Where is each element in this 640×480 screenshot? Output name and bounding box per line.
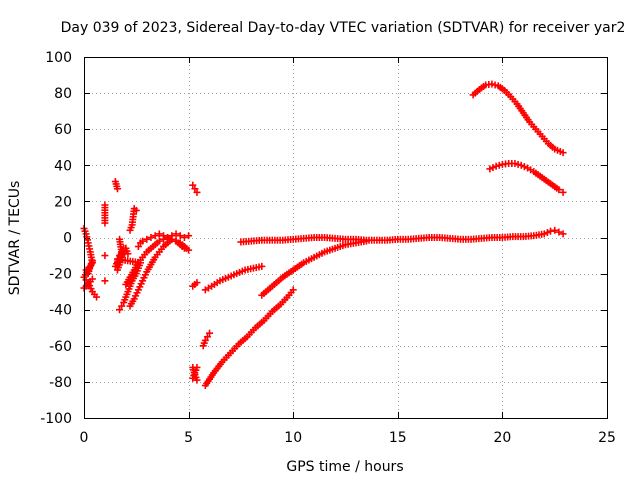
data-point — [147, 234, 155, 241]
data-point — [132, 206, 140, 214]
data-point — [88, 257, 96, 265]
data-point — [492, 162, 500, 170]
data-point — [118, 302, 126, 310]
data-point — [203, 333, 211, 341]
data-point — [143, 235, 151, 243]
y-tick-label: -60 — [49, 339, 72, 355]
data-point — [116, 255, 124, 263]
data-point — [101, 219, 109, 227]
data-point — [362, 237, 370, 245]
data-point — [559, 149, 567, 157]
y-tick-label: 80 — [54, 86, 72, 102]
data-point — [495, 161, 503, 169]
data-point — [172, 237, 180, 245]
data-point — [139, 237, 147, 245]
x-tick-label: 10 — [284, 430, 302, 446]
y-tick-label: 60 — [54, 122, 72, 138]
data-point — [258, 262, 266, 270]
data-point — [193, 188, 201, 196]
data-point — [486, 165, 494, 173]
data-point — [120, 248, 128, 256]
data-point — [113, 259, 121, 267]
x-tick-label: 15 — [389, 430, 407, 446]
data-point — [514, 160, 522, 168]
data-point — [93, 293, 101, 301]
data-point — [511, 159, 519, 167]
data-point — [164, 234, 172, 241]
data-points — [80, 80, 567, 390]
data-point — [551, 226, 559, 234]
data-point — [155, 237, 163, 245]
data-point — [189, 181, 197, 189]
plot-frame — [84, 57, 608, 419]
y-tick-label: 40 — [54, 158, 72, 174]
data-point — [191, 185, 199, 193]
x-tick-label: 5 — [184, 430, 193, 446]
data-point — [489, 164, 497, 172]
data-point — [517, 161, 525, 169]
data-point — [193, 279, 201, 287]
data-point — [201, 336, 209, 344]
data-point — [113, 185, 121, 193]
data-point — [543, 229, 551, 237]
x-tick-label: 25 — [598, 430, 616, 446]
data-point — [193, 376, 201, 384]
y-tick-label: 100 — [45, 50, 72, 66]
data-point — [289, 286, 297, 294]
y-tick-label: 20 — [54, 194, 72, 210]
data-point — [559, 188, 567, 196]
data-point — [101, 277, 109, 285]
data-point — [134, 243, 142, 251]
x-tick-labels: 0 5 10 15 20 25 — [80, 430, 616, 446]
data-point — [491, 81, 499, 89]
data-point — [88, 275, 96, 283]
data-point — [172, 230, 180, 238]
y-tick-label: -80 — [49, 375, 72, 391]
data-point — [520, 163, 528, 171]
data-point — [488, 80, 496, 88]
data-point — [185, 232, 193, 240]
x-tick-label: 0 — [80, 430, 89, 446]
data-point — [101, 252, 109, 260]
data-point — [124, 250, 132, 258]
y-tick-label: -40 — [49, 303, 72, 319]
data-point — [151, 232, 159, 240]
data-point — [118, 252, 126, 260]
data-point — [116, 306, 124, 314]
y-tick-label: -100 — [40, 411, 72, 427]
data-point — [111, 262, 119, 270]
data-point — [168, 235, 176, 243]
data-point — [555, 228, 563, 236]
data-point — [555, 186, 563, 194]
data-point — [155, 230, 163, 238]
y-tick-labels: -100 -80 -60 -40 -20 0 20 40 60 80 100 — [40, 50, 72, 427]
data-point — [540, 230, 548, 238]
data-point — [547, 227, 555, 235]
y-tick-label: 0 — [63, 231, 72, 247]
chart-title: Day 039 of 2023, Sidereal Day-to-day VTE… — [61, 20, 626, 36]
data-point — [559, 230, 567, 238]
x-tick-label: 20 — [493, 430, 511, 446]
data-point — [206, 329, 214, 337]
data-point — [176, 232, 184, 240]
data-point — [122, 244, 130, 252]
y-axis-label: SDTVAR / TECUs — [7, 181, 23, 296]
y-tick-label: -20 — [49, 267, 72, 283]
x-axis-label: GPS time / hours — [286, 459, 403, 475]
data-point — [185, 246, 193, 254]
data-point — [159, 235, 167, 243]
data-point — [180, 234, 188, 241]
